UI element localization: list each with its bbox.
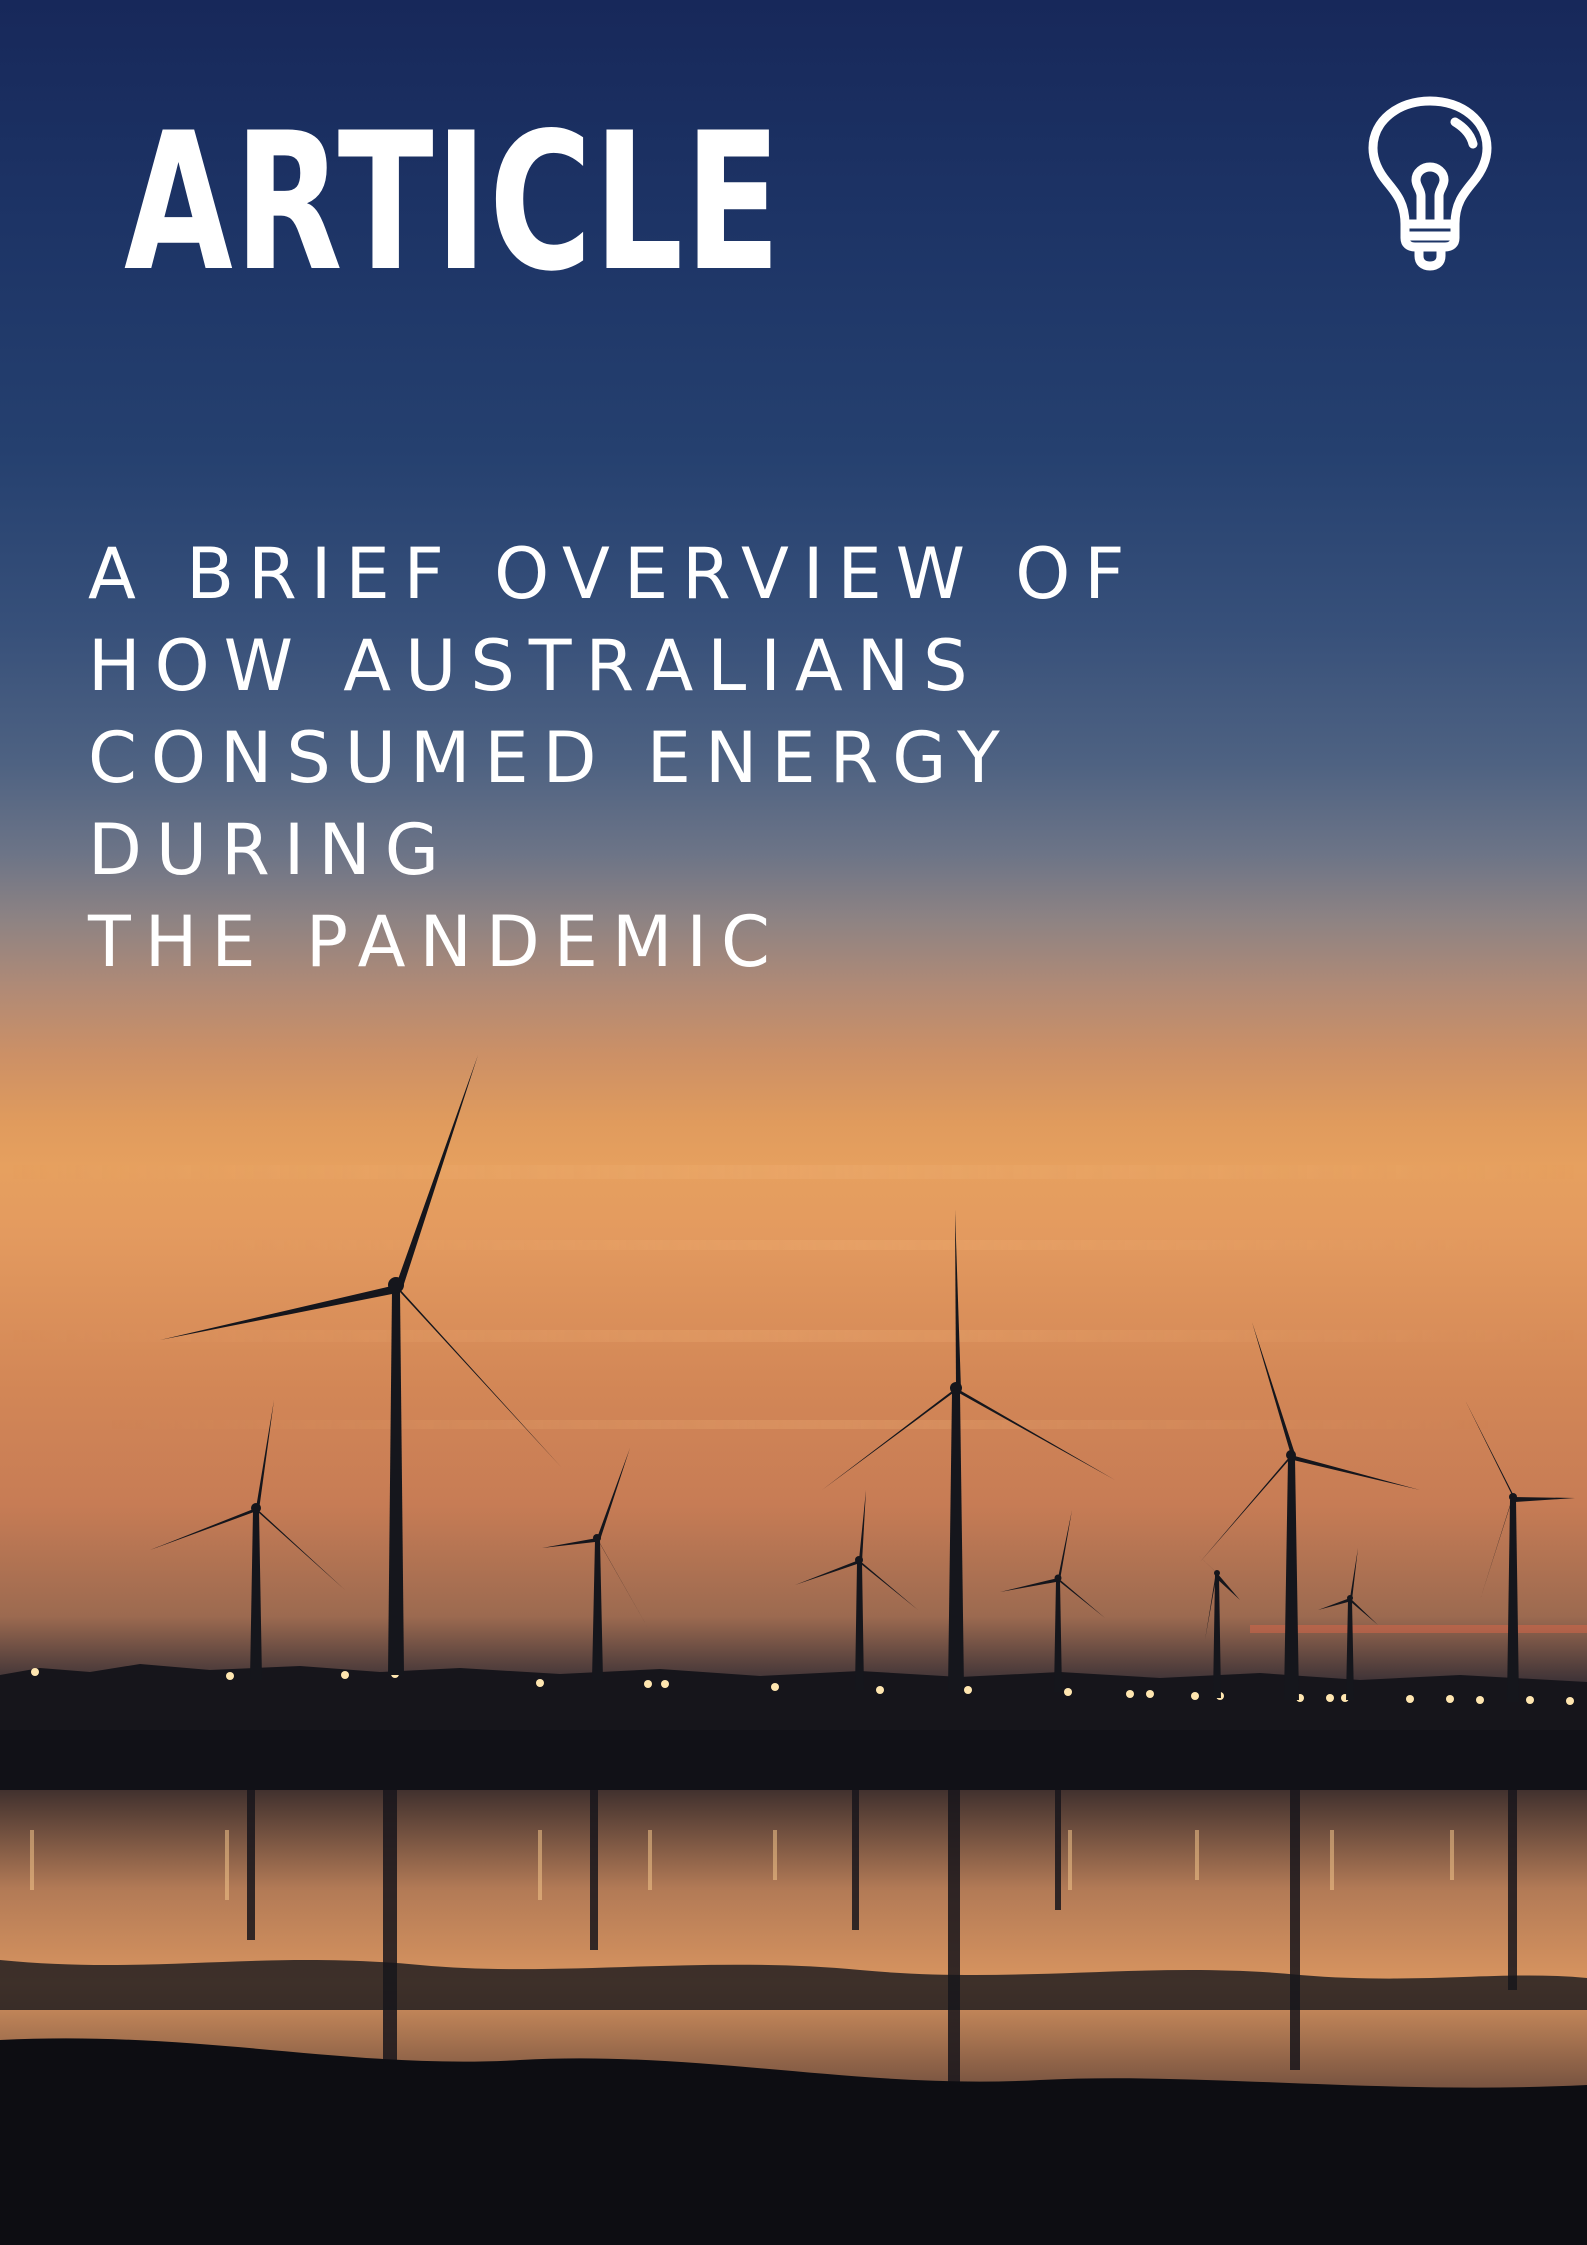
wind-turbine [542,1448,648,1680]
article-headline: A BRIEF OVERVIEW OF HOW AUSTRALIANS CONS… [88,528,1388,988]
wind-turbine [795,1490,918,1690]
headline-line: DURING [88,809,454,891]
wind-turbine [1200,1322,1420,1700]
cloud-streaks [0,1165,1587,1633]
shore-lights [31,1668,1574,1705]
headline-line: THE PANDEMIC [88,901,784,983]
wind-turbine [160,1055,562,1675]
page-title: ARTICLE [124,92,783,313]
headline-line: HOW AUSTRALIANS [88,625,982,707]
wind-turbine [1000,1510,1105,1692]
wind-turbine [1198,1555,1240,1698]
wind-turbine [822,1210,1115,1690]
light-reflections [30,1830,1454,1900]
lightbulb-icon [1368,96,1492,271]
wind-turbine [1318,1548,1378,1700]
wind-turbine [150,1400,345,1680]
headline-line: CONSUMED ENERGY [88,717,1014,799]
headline-line: A BRIEF OVERVIEW OF [88,533,1139,615]
water-reflections [247,1790,1517,2110]
foreground-shore [0,2038,1587,2245]
wind-turbine [1465,1400,1575,1702]
